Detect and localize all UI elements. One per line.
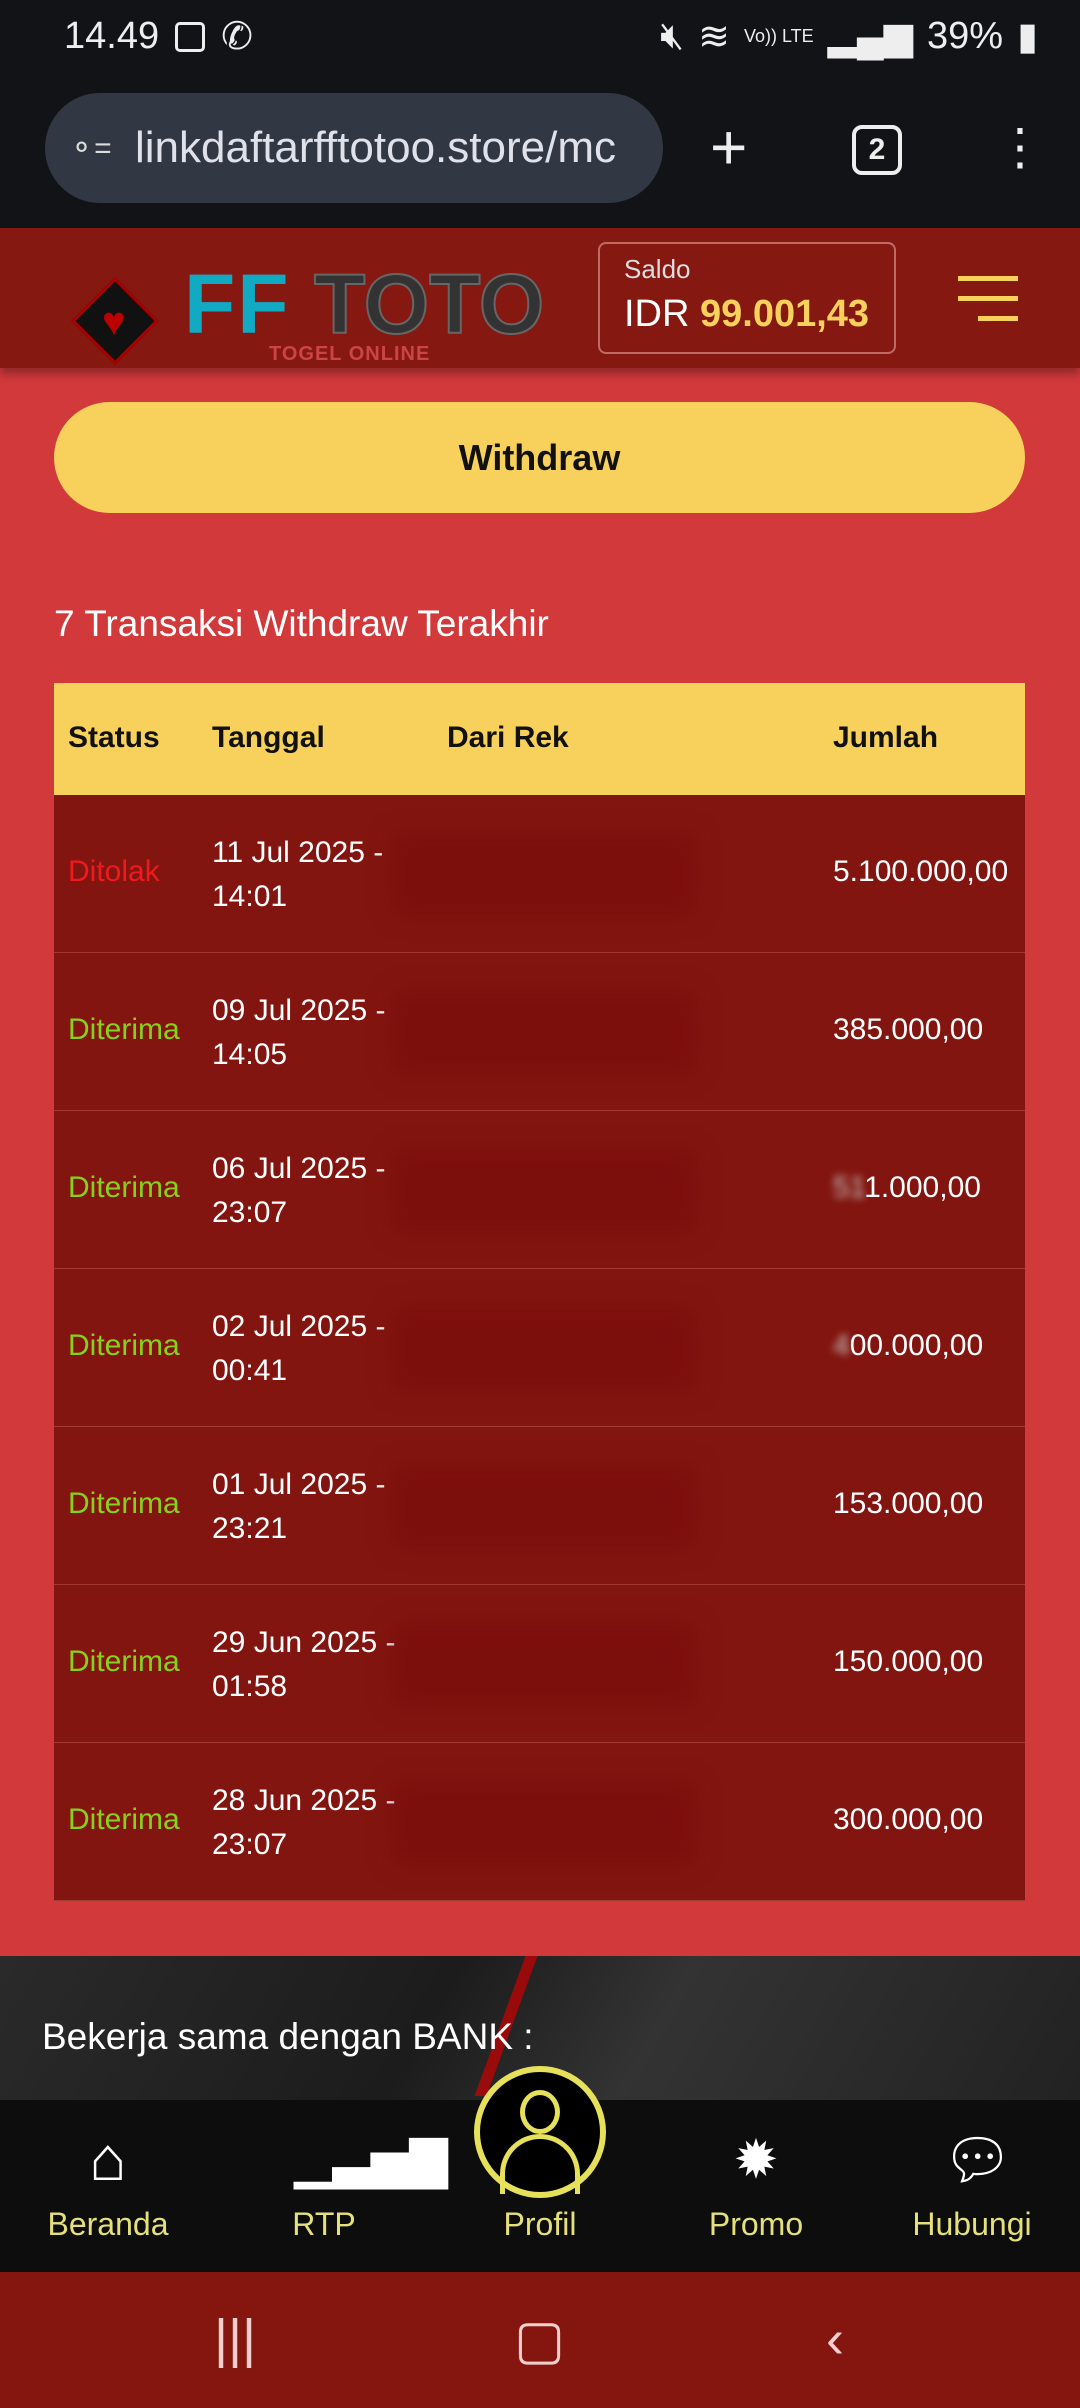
hamburger-menu-icon[interactable] (958, 276, 1018, 336)
bottom-nav: ⌂ Beranda ▁▃▅▇ RTP Profil ✹ Promo 💬︎ Hubungi (0, 2066, 1080, 2272)
status-badge: Diterima (68, 1803, 180, 1836)
account-redacted (394, 835, 694, 915)
balance-value: 99.001,43 (700, 293, 870, 335)
amount-cell: 385.000,00 (833, 1013, 984, 1046)
status-bar: 14.49 ✆ 🔇︎ ≋ Vo)) LTE ▂▄▆ 39% ▮ (0, 0, 1080, 75)
signal-icon: ▂▄▆ (827, 16, 914, 58)
nav-hubungi[interactable]: 💬︎ Hubungi (864, 2100, 1080, 2272)
network-label: Vo)) LTE (743, 26, 814, 46)
site-settings-icon[interactable]: ⚬= (69, 132, 112, 165)
withdraw-table: Status Tanggal Dari Rek Jumlah Ditolak 1… (54, 683, 1025, 1901)
browser-toolbar: ⚬= linkdaftarfftotoo.store/mc + 2 ⋮ (0, 75, 1080, 228)
home-icon: ⌂ (89, 2125, 127, 2194)
recents-icon[interactable]: ||| (214, 2309, 257, 2369)
logo[interactable]: ♥ FF TOTO TOGEL ONLINE (54, 248, 554, 365)
amount-cell: 5.100.000,00 (833, 855, 1009, 888)
amount-cell: 400.000,00 (833, 1329, 984, 1362)
nav-profil[interactable]: Profil (503, 2206, 577, 2242)
account-redacted (394, 1625, 694, 1705)
system-nav: ||| ▢ ‹ (0, 2272, 1080, 2408)
amount-cell: 150.000,00 (833, 1645, 984, 1678)
tab-switcher-button[interactable]: 2 (852, 125, 902, 175)
site-header: ♥ FF TOTO TOGEL ONLINE Saldo IDR 99.001,… (0, 228, 1080, 368)
table-row: Diterima 01 Jul 2025 -23:21 153.000,00 (54, 1427, 1025, 1585)
status-badge: Diterima (68, 1645, 180, 1678)
discount-icon: ✹ (733, 2130, 779, 2190)
table-row: Diterima 28 Jun 2025 -23:07 300.000,00 (54, 1743, 1025, 1901)
amount-cell: 300.000,00 (833, 1803, 984, 1836)
nav-rtp[interactable]: ▁▃▅▇ RTP (216, 2100, 448, 2272)
nav-promo[interactable]: ✹ Promo (648, 2100, 864, 2272)
user-icon[interactable] (474, 2066, 606, 2198)
table-header: Status Tanggal Dari Rek Jumlah (54, 683, 1025, 795)
account-redacted (394, 1309, 694, 1389)
saldo-label: Saldo (624, 254, 691, 284)
status-badge: Ditolak (68, 855, 160, 888)
chart-icon: ▁▃▅▇ (294, 2132, 448, 2188)
home-button-icon[interactable]: ▢ (514, 2310, 566, 2370)
date-cell: 01 Jul 2025 -23:21 (212, 1468, 386, 1545)
table-row: Diterima 06 Jul 2025 -23:07 511.000,00 (54, 1111, 1025, 1269)
battery-icon: ▮ (1017, 16, 1038, 58)
account-redacted (394, 993, 694, 1073)
new-tab-icon[interactable]: + (710, 111, 748, 183)
gallery-icon (175, 21, 206, 52)
table-row: Diterima 09 Jul 2025 -14:05 385.000,00 (54, 953, 1025, 1111)
url-text: linkdaftarfftotoo.store/mc (135, 123, 616, 172)
date-cell: 09 Jul 2025 -14:05 (212, 994, 386, 1071)
amount-cell: 153.000,00 (833, 1487, 984, 1520)
wifi-icon: ≋ (698, 16, 730, 58)
date-cell: 11 Jul 2025 -14:01 (212, 836, 384, 913)
whatsapp-icon: ✆ (221, 16, 253, 58)
clock: 14.49 (64, 15, 160, 57)
table-row: Diterima 02 Jul 2025 -00:41 400.000,00 (54, 1269, 1025, 1427)
currency: IDR (624, 293, 690, 335)
date-cell: 29 Jun 2025 -01:58 (212, 1626, 396, 1703)
back-icon[interactable]: ‹ (826, 2309, 844, 2369)
chat-icon: 💬︎ (942, 2128, 1014, 2191)
table-row: Ditolak 11 Jul 2025 -14:01 5.100.000,00 (54, 795, 1025, 953)
section-title: 7 Transaksi Withdraw Terakhir (54, 603, 549, 644)
url-bar[interactable]: ⚬= linkdaftarfftotoo.store/mc (45, 93, 663, 203)
more-menu-icon[interactable]: ⋮ (995, 119, 1045, 175)
status-badge: Diterima (68, 1487, 180, 1520)
status-badge: Diterima (68, 1171, 180, 1204)
balance-box: Saldo IDR 99.001,43 (598, 242, 896, 354)
date-cell: 02 Jul 2025 -00:41 (212, 1310, 386, 1387)
battery-level: 39% (927, 15, 1004, 57)
account-redacted (394, 1467, 694, 1547)
account-redacted (394, 1151, 694, 1231)
status-badge: Diterima (68, 1329, 180, 1362)
status-badge: Diterima (68, 1013, 180, 1046)
withdraw-button[interactable]: Withdraw (54, 402, 1025, 513)
account-redacted (394, 1783, 694, 1863)
table-row: Diterima 29 Jun 2025 -01:58 150.000,00 (54, 1585, 1025, 1743)
mute-icon: 🔇︎ (660, 15, 685, 57)
date-cell: 28 Jun 2025 -23:07 (212, 1784, 396, 1861)
date-cell: 06 Jul 2025 -23:07 (212, 1152, 386, 1229)
partners-label: Bekerja sama dengan BANK : (42, 2016, 534, 2057)
amount-cell: 511.000,00 (833, 1171, 981, 1204)
nav-beranda[interactable]: ⌂ Beranda (0, 2100, 216, 2272)
